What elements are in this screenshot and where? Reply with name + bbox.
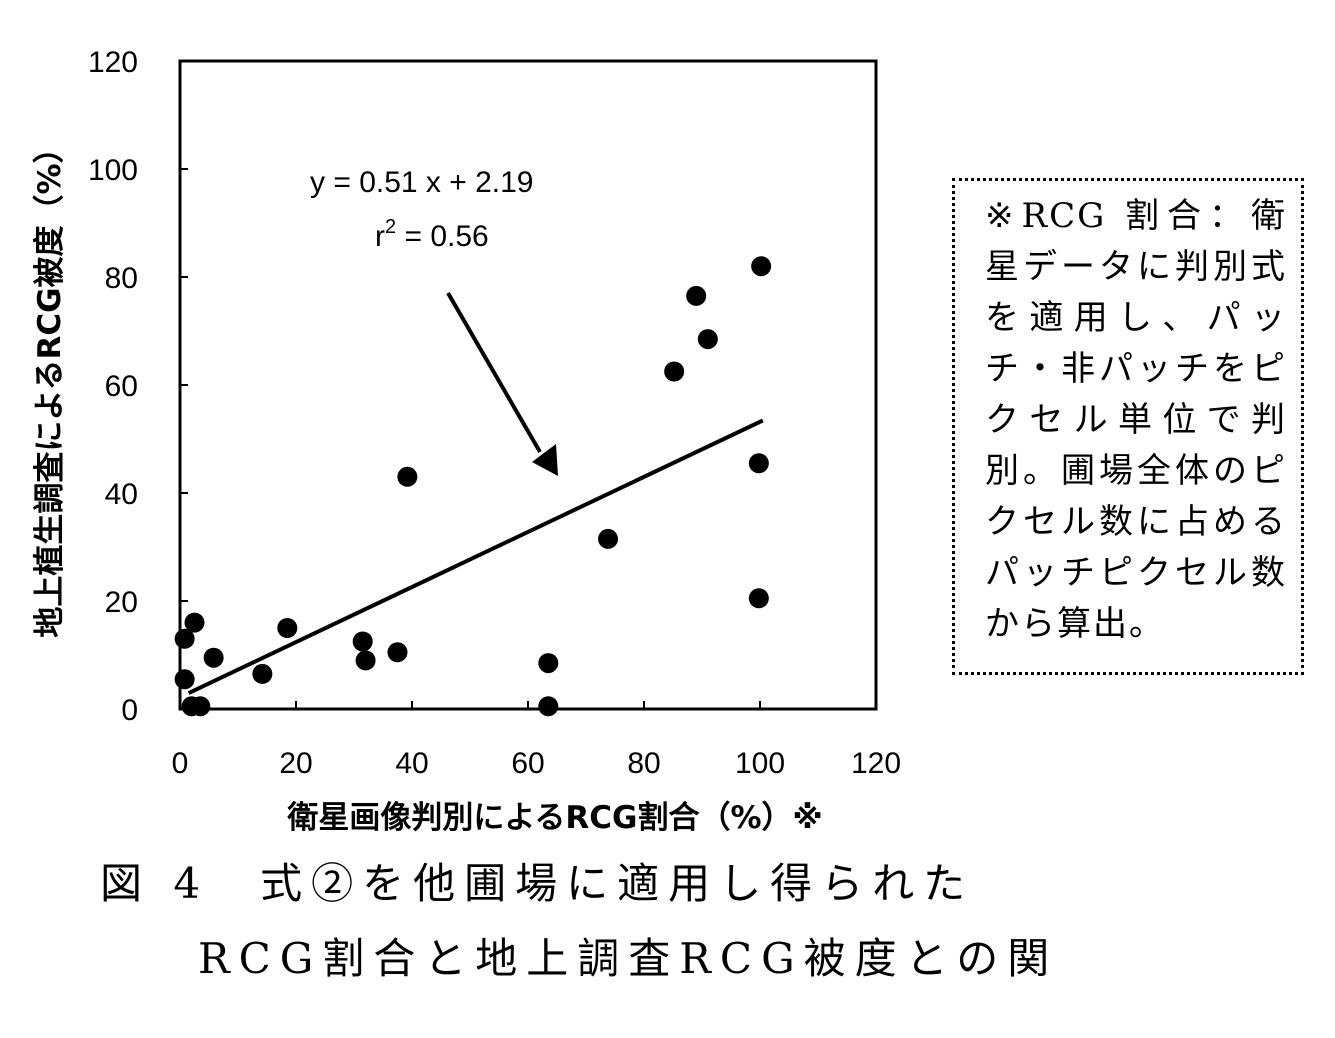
y-axis-label: 地上植生調査によるRCG被度（%） <box>32 132 68 637</box>
data-point <box>352 631 373 652</box>
r-squared-value: = 0.56 <box>396 220 489 253</box>
annotation-arrow-shaft <box>446 291 542 454</box>
y-tick-label: 0 <box>121 694 138 727</box>
data-point <box>598 528 619 549</box>
x-axis-label: 衛星画像判別によるRCG割合（%）※ <box>286 800 822 836</box>
scatter-chart: 0 20 40 60 80 100 120 0 20 40 60 80 100 120 y = 0.51… <box>32 46 901 836</box>
annotation-arrow-head <box>532 444 558 476</box>
data-point <box>252 663 273 684</box>
regression-equation: y = 0.51 x + 2.19 <box>310 166 534 199</box>
data-point <box>190 696 211 717</box>
data-point <box>174 669 195 690</box>
figure-caption-line-1: 図 4 式②を他圃場に適用し得られた <box>100 859 975 908</box>
plot-area-frame <box>178 59 878 711</box>
x-axis-ticks: 0 20 40 60 80 100 120 <box>172 701 901 780</box>
data-point <box>748 588 769 609</box>
data-point <box>174 628 195 649</box>
y-tick-label: 80 <box>105 262 138 295</box>
y-axis-ticks: 0 20 40 60 80 100 120 <box>88 46 188 727</box>
x-tick-label: 80 <box>627 747 660 780</box>
y-tick-label: 60 <box>105 370 138 403</box>
r-squared-superscript: 2 <box>385 216 396 238</box>
y-tick-label: 20 <box>105 586 138 619</box>
figure-caption-line-2: RCG割合と地上調査RCG被度との関 <box>198 934 1059 983</box>
data-point <box>748 453 769 474</box>
x-tick-label: 100 <box>735 747 785 780</box>
data-point <box>751 256 772 277</box>
trend-line <box>187 418 764 695</box>
data-point <box>697 329 718 350</box>
x-tick-label: 60 <box>511 747 544 780</box>
x-tick-label: 120 <box>851 747 901 780</box>
r-squared-base: r <box>375 220 385 253</box>
r-squared-label: r2 = 0.56 <box>375 216 489 253</box>
definition-note-box: ※RCG 割合：衛星データに判別式を適用し、パッチ・非パッチをピクセル単位で判別… <box>952 178 1304 675</box>
data-point <box>664 361 685 382</box>
x-tick-label: 40 <box>395 747 428 780</box>
data-point <box>686 285 707 306</box>
data-point <box>203 647 224 668</box>
data-point <box>397 466 418 487</box>
data-points <box>174 256 772 717</box>
y-tick-label: 100 <box>88 154 138 187</box>
data-point <box>184 612 205 633</box>
data-point <box>538 696 559 717</box>
data-point <box>277 618 298 638</box>
data-point <box>355 650 376 671</box>
definition-note-text: ※RCG 割合：衛星データに判別式を適用し、パッチ・非パッチをピクセル単位で判別… <box>985 196 1287 644</box>
y-tick-label: 120 <box>88 46 138 79</box>
data-point <box>538 653 559 674</box>
data-point <box>387 642 408 663</box>
x-tick-label: 20 <box>279 747 312 780</box>
y-tick-label: 40 <box>105 478 138 511</box>
x-tick-label: 0 <box>172 747 189 780</box>
